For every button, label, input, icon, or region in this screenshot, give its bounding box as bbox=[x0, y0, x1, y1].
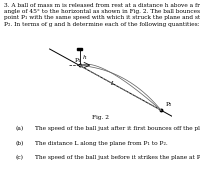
Text: The distance L along the plane from P₁ to P₂.: The distance L along the plane from P₁ t… bbox=[35, 141, 168, 146]
Text: P₁: P₁ bbox=[74, 58, 81, 63]
Text: The speed of the ball just before it strikes the plane at P₂.: The speed of the ball just before it str… bbox=[35, 155, 200, 160]
Text: P₂: P₂ bbox=[165, 102, 172, 107]
Bar bbox=[77, 48, 82, 51]
Text: (c): (c) bbox=[16, 155, 24, 160]
Text: (b): (b) bbox=[16, 141, 24, 146]
Text: L: L bbox=[110, 81, 114, 86]
Text: Fig. 2: Fig. 2 bbox=[92, 115, 108, 120]
Text: (a): (a) bbox=[16, 126, 24, 132]
Text: h: h bbox=[82, 56, 86, 61]
Text: 3. A ball of mass m is released from rest at a distance h above a frictionless p: 3. A ball of mass m is released from res… bbox=[4, 3, 200, 27]
Text: The speed of the ball just after it first bounces off the plane at P₁.: The speed of the ball just after it firs… bbox=[35, 126, 200, 131]
